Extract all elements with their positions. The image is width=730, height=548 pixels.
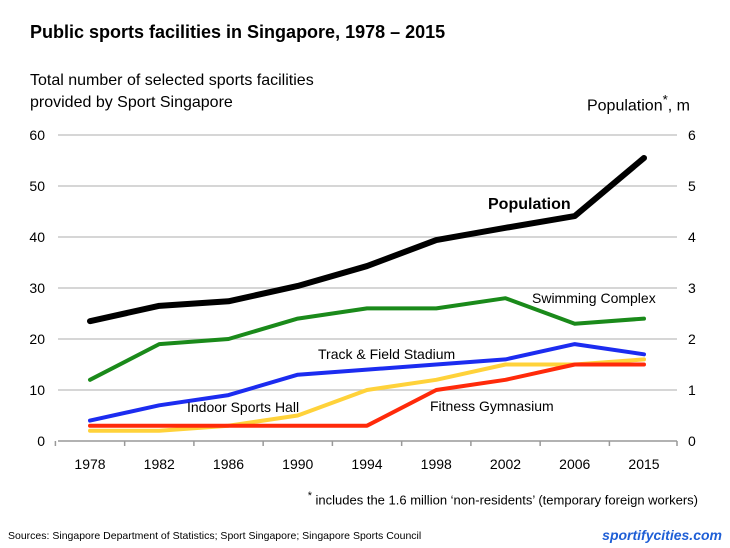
y-axis-right-unit: , m [667,97,690,115]
series-line-track-field-stadium [88,342,646,423]
y-axis-left-label: Total number of selected sports faciliti… [30,70,314,114]
y-tick-label-left: 10 [29,382,45,398]
y-tick-label-left: 0 [37,433,45,449]
x-tick-label: 2002 [490,456,521,472]
x-tick-label: 1978 [74,456,105,472]
y-tick-label-left: 50 [29,178,45,194]
x-tick-label: 2015 [628,456,659,472]
y-tick-label-right: 4 [688,229,696,245]
x-tick-label: 1986 [213,456,244,472]
series-line-swimming-complex [88,296,646,382]
y-tick-label-right: 1 [688,382,696,398]
series-line-population [87,154,647,325]
y-tick-label-left: 30 [29,280,45,296]
y-axis-right-label: Population*, m [587,92,690,115]
y-tick-label-left: 40 [29,229,45,245]
y-tick-label-right: 2 [688,331,696,347]
footnote-text: includes the 1.6 million ‘non-residents’… [315,492,698,508]
y-axis-right-label-text: Population [586,97,663,115]
series-label: Track & Field Stadium [318,346,455,362]
series-label: Fitness Gymnasium [430,398,554,414]
brand-logo: sportifycities.com [602,527,722,543]
y-tick-label-right: 6 [688,127,696,143]
y-tick-label-right: 0 [688,433,696,449]
series-label: Indoor Sports Hall [187,399,299,415]
footnote: * includes the 1.6 million ‘non-resident… [308,490,698,507]
footnote-marker: * [307,490,312,502]
y-axis-left-label-line2: provided by Sport Singapore [30,94,233,111]
series-line-indoor-sports-hall [88,357,646,433]
asterisk: * [662,92,668,107]
x-tick-label: 2006 [559,456,590,472]
x-tick-label: 1990 [282,456,313,472]
y-tick-label-left: 60 [29,127,45,143]
sources: Sources: Singapore Department of Statist… [8,530,422,542]
series-label: Population [488,196,571,213]
x-tick-label: 1994 [351,456,382,472]
series-label: Swimming Complex [532,290,656,306]
y-tick-label-left: 20 [29,331,45,347]
x-tick-label: 1982 [144,456,175,472]
x-tick-label: 1998 [421,456,452,472]
chart-title: Public sports facilities in Singapore, 1… [30,22,446,42]
y-tick-label-right: 3 [688,280,696,296]
y-axis-left-label-line1: Total number of selected sports faciliti… [30,72,314,89]
series-line-fitness-gymnasium [88,362,646,428]
y-tick-label-right: 5 [688,178,696,194]
